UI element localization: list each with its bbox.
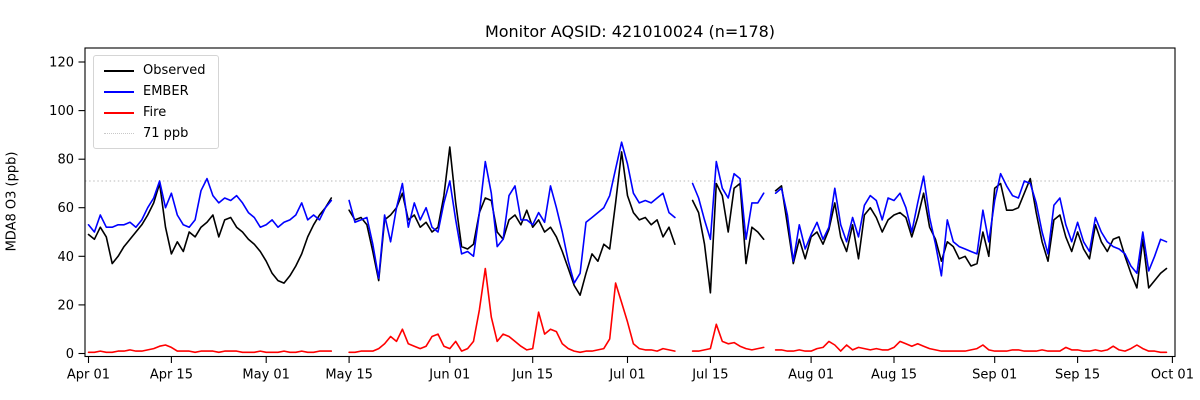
legend-swatch-observed — [104, 69, 134, 72]
legend-label-observed: Observed — [143, 63, 206, 78]
svg-text:Aug 15: Aug 15 — [871, 368, 917, 383]
svg-text:Apr 15: Apr 15 — [150, 368, 193, 383]
svg-text:80: 80 — [57, 153, 74, 168]
legend-item-fire: Fire — [104, 104, 206, 121]
svg-text:0: 0 — [66, 347, 74, 362]
svg-text:Jun 15: Jun 15 — [511, 368, 553, 383]
svg-text:May 15: May 15 — [325, 368, 373, 383]
legend-label-ember: EMBER — [143, 84, 189, 99]
svg-text:Oct 01: Oct 01 — [1151, 368, 1194, 383]
legend: Observed EMBER Fire 71 ppb — [93, 55, 219, 149]
legend-swatch-ember — [104, 90, 134, 93]
chart-title: Monitor AQSID: 421010024 (n=178) — [484, 22, 776, 41]
svg-text:100: 100 — [49, 104, 74, 119]
svg-text:120: 120 — [49, 56, 74, 71]
svg-text:Sep 01: Sep 01 — [972, 368, 1017, 383]
svg-text:40: 40 — [57, 250, 74, 265]
svg-text:Jul 01: Jul 01 — [608, 368, 645, 383]
svg-text:May 01: May 01 — [242, 368, 290, 383]
svg-text:Aug 01: Aug 01 — [788, 368, 834, 383]
svg-text:Sep 15: Sep 15 — [1055, 368, 1100, 383]
svg-text:Jun 01: Jun 01 — [428, 368, 470, 383]
legend-swatch-fire — [104, 111, 134, 114]
legend-item-observed: Observed — [104, 62, 206, 79]
legend-item-ember: EMBER — [104, 83, 206, 100]
svg-text:Jul 15: Jul 15 — [691, 368, 728, 383]
svg-text:20: 20 — [57, 298, 74, 313]
legend-swatch-threshold — [104, 133, 134, 134]
svg-text:Apr 01: Apr 01 — [67, 368, 110, 383]
legend-label-fire: Fire — [143, 105, 167, 120]
legend-item-threshold: 71 ppb — [104, 125, 206, 142]
svg-text:60: 60 — [57, 201, 74, 216]
legend-label-threshold: 71 ppb — [143, 126, 189, 141]
